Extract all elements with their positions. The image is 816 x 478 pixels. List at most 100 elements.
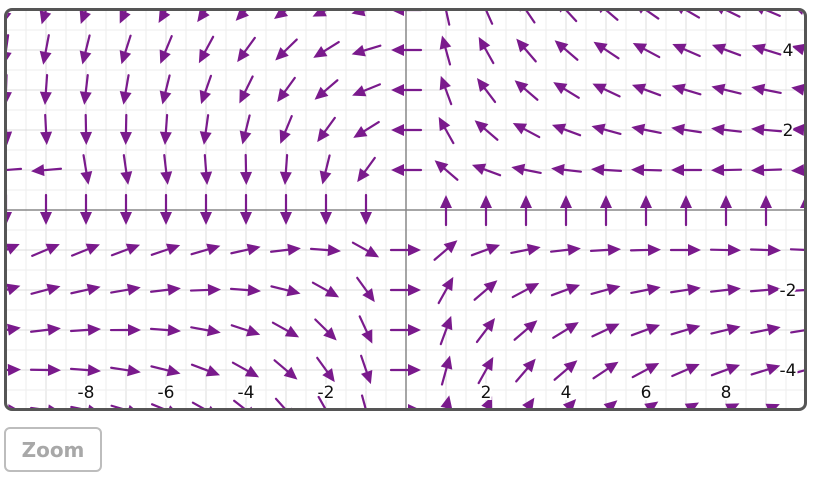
vector-arrow-head: [79, 91, 92, 105]
vector-arrow-head: [205, 365, 221, 377]
vector-arrow-head: [687, 283, 701, 296]
vector-arrow-shaft: [483, 87, 497, 104]
vector-arrow-head: [291, 407, 292, 408]
vector-arrow-head: [440, 395, 452, 408]
vector-arrow-shaft: [324, 154, 331, 174]
vector-arrow-head: [751, 83, 766, 96]
vector-arrow-head: [791, 124, 804, 136]
vector-arrow-shaft: [124, 11, 127, 13]
vector-arrow-head: [86, 283, 101, 296]
vector-arrow-head: [7, 12, 12, 19]
vector-arrow-head: [314, 86, 329, 100]
vector-arrow-head: [393, 11, 404, 16]
vector-arrow-shaft: [670, 288, 690, 294]
vector-arrow-head: [312, 11, 327, 17]
vector-arrow-head: [127, 364, 141, 377]
vector-arrow-head: [364, 245, 380, 258]
vector-arrow-head: [408, 244, 421, 256]
vector-arrow-shaft: [550, 288, 569, 297]
vector-arrow-head: [483, 280, 498, 294]
vector-arrow-shaft: [110, 288, 130, 294]
vector-arrow-shaft: [233, 399, 246, 408]
vector-arrow-shaft: [475, 327, 489, 344]
vector-arrow-head: [167, 283, 181, 296]
vector-arrow-head: [287, 243, 301, 256]
vector-arrow-shaft: [164, 35, 173, 53]
vector-arrow-head: [640, 195, 652, 208]
vector-arrow-shaft: [511, 287, 529, 299]
vector-arrow-shaft: [189, 288, 210, 292]
vector-arrow-head: [443, 240, 458, 254]
vector-arrow-head: [277, 88, 290, 103]
vector-arrow-head: [758, 11, 764, 15]
vector-arrow-head: [85, 243, 100, 255]
vector-arrow-shaft: [229, 287, 250, 292]
vector-arrow-head: [198, 48, 211, 64]
vector-arrow-head: [519, 11, 521, 12]
vector-arrow-head: [481, 396, 493, 408]
vector-arrow-shaft: [562, 168, 583, 173]
vector-arrow-shaft: [190, 326, 210, 332]
vector-arrow-head: [765, 403, 780, 408]
vector-arrow-shaft: [444, 46, 452, 66]
vector-arrow-shaft: [522, 168, 542, 175]
vector-arrow-shaft: [284, 153, 289, 174]
vector-arrow-head: [327, 244, 341, 257]
vector-arrow-shaft: [30, 288, 50, 295]
vector-arrow-shaft: [749, 288, 770, 293]
vector-arrow-shaft: [269, 248, 290, 253]
x-tick-label: 2: [481, 383, 492, 403]
vector-arrow-shaft: [440, 366, 448, 386]
vector-arrow-shaft: [317, 395, 327, 408]
vector-arrow-shaft: [709, 288, 730, 293]
vector-arrow-shaft: [445, 11, 451, 26]
vector-field-plot[interactable]: -8 -6 -4 -2 2 4 6 8 4 2 -2 -4: [4, 8, 807, 411]
vector-arrow-head: [686, 323, 701, 336]
vector-arrow-head: [644, 362, 660, 375]
vector-arrow-head: [353, 125, 368, 138]
vector-arrow-head: [644, 401, 659, 408]
vector-arrow-shaft: [7, 11, 10, 12]
vector-arrow-shaft: [443, 167, 459, 181]
vector-arrow-shaft: [645, 11, 660, 20]
vector-arrow-head: [725, 403, 740, 408]
vector-arrow-head: [45, 243, 60, 255]
vector-arrow-head: [126, 283, 141, 296]
vector-arrow-shaft: [722, 88, 742, 95]
vector-arrow-head: [680, 195, 692, 208]
vector-arrow-shaft: [163, 154, 168, 174]
vector-arrow-head: [200, 212, 212, 225]
vector-arrow-shaft: [683, 48, 701, 58]
vector-arrow-shaft: [363, 83, 381, 92]
vector-arrow-shaft: [70, 405, 82, 408]
vector-arrow-shaft: [122, 154, 128, 174]
vector-arrow-head: [439, 75, 451, 91]
vector-arrow-head: [718, 11, 724, 15]
vector-arrow-shaft: [44, 113, 48, 134]
vector-arrow-head: [7, 92, 12, 102]
vector-arrow-shaft: [360, 394, 367, 408]
vector-arrow-head: [31, 164, 45, 177]
vector-arrow-head: [631, 83, 647, 95]
vector-arrow-head: [720, 195, 732, 208]
vector-arrow-head: [7, 131, 13, 145]
vector-arrow-shaft: [309, 247, 330, 252]
vector-arrow-shaft: [591, 328, 609, 338]
vector-arrow-head: [87, 323, 101, 336]
vector-arrow-head: [671, 164, 685, 177]
vector-arrow-head: [439, 35, 452, 50]
vector-arrow-head: [199, 89, 212, 105]
vector-arrow-shaft: [671, 368, 689, 378]
vector-arrow-head: [522, 358, 536, 373]
vector-arrow-shaft: [552, 327, 569, 339]
vector-arrow-shaft: [549, 248, 570, 253]
vector-arrow-shaft: [69, 367, 90, 372]
zoom-button[interactable]: Zoom: [4, 427, 102, 472]
vector-arrow-head: [604, 361, 619, 374]
vector-arrow-shaft: [523, 47, 537, 63]
vector-arrow-shaft: [358, 315, 368, 333]
vector-arrow-head: [605, 323, 620, 335]
vector-arrow-head: [207, 283, 221, 296]
vector-arrow-head: [408, 284, 421, 296]
vector-arrow-head: [324, 285, 340, 298]
